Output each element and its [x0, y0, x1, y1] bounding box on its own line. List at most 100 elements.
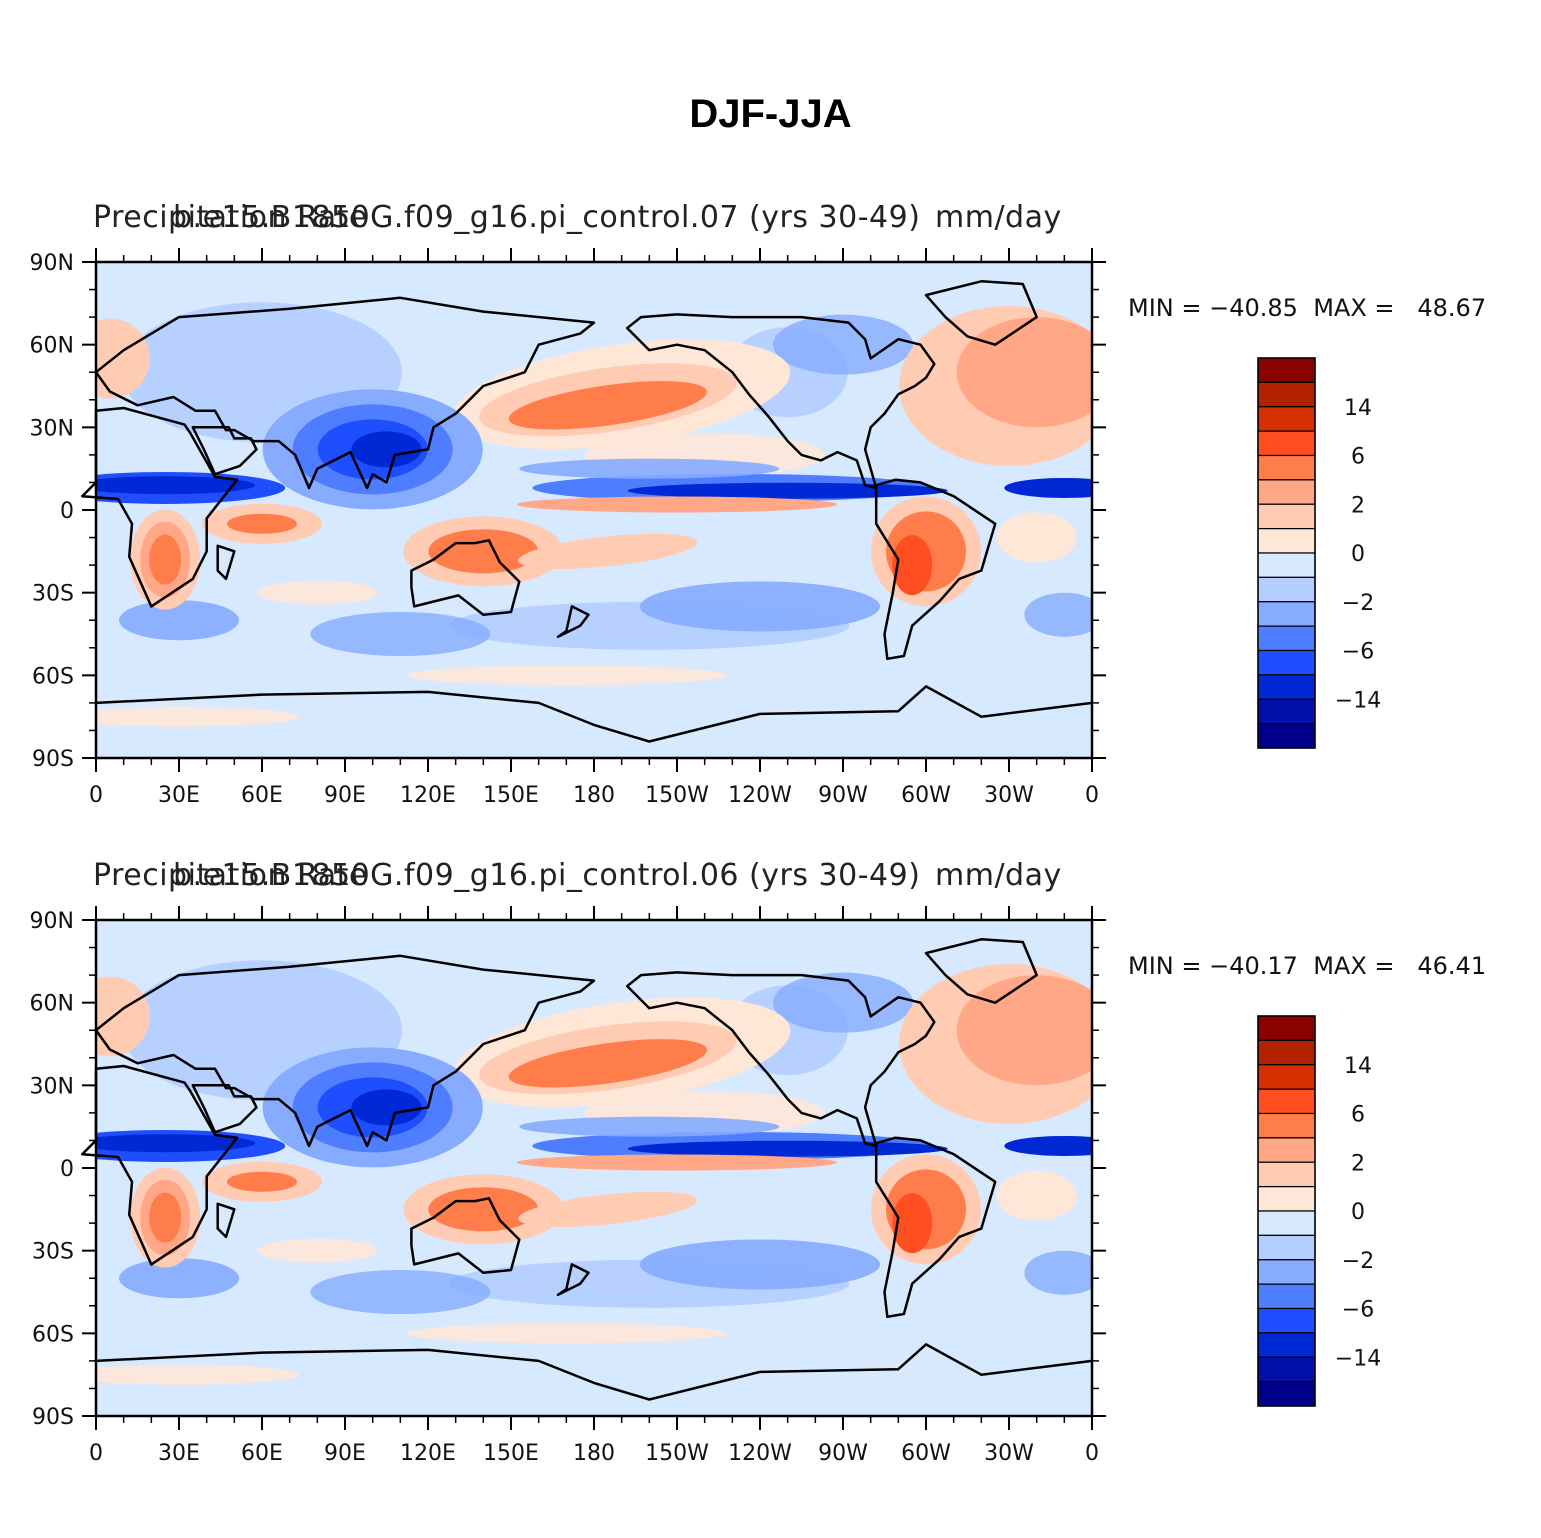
- precip-field-patch: [627, 1140, 948, 1157]
- colorbar-swatch: [1257, 1015, 1316, 1041]
- x-tick-label: 120W: [728, 783, 792, 808]
- colorbar-label: −6: [1342, 1298, 1374, 1323]
- colorbar-label: 14: [1344, 1054, 1372, 1079]
- coastline: [556, 605, 590, 639]
- colorbar-swatch: [1257, 1356, 1316, 1383]
- precip-field-patch: [508, 1039, 707, 1088]
- colorbar-swatch: [1257, 649, 1316, 676]
- precip-field-patch: [956, 317, 1092, 428]
- precip-field-patch: [996, 1170, 1077, 1221]
- colorbar-label: 6: [1351, 445, 1365, 470]
- map-plot-1: 0 30E 60E 90E 120E 150E 180 150W 120W 90W 60W 30W 09…: [30, 248, 1381, 808]
- precip-field-patch: [519, 458, 780, 479]
- colorbar-swatch: [1257, 1112, 1316, 1139]
- x-tick-label: 30E: [158, 783, 200, 808]
- precip-field-patch: [96, 1134, 256, 1153]
- y-tick-label: 0: [60, 1157, 74, 1182]
- precip-field-patch: [96, 976, 150, 1057]
- x-tick-label: 150W: [645, 783, 709, 808]
- colorbar-swatch: [1257, 357, 1316, 383]
- colorbar-label: 2: [1351, 493, 1365, 518]
- precip-field-patch: [351, 1089, 422, 1126]
- y-tick-label: 30N: [30, 416, 74, 441]
- precip-field-patch: [257, 580, 378, 605]
- x-tick-label: 30E: [158, 1441, 200, 1466]
- y-tick-label: 90N: [30, 909, 74, 934]
- precip-field-patch: [406, 665, 727, 686]
- precip-field-patch: [406, 1323, 727, 1344]
- coastline: [80, 406, 239, 608]
- precip-field-patch: [773, 972, 913, 1033]
- precip-field-patch: [956, 975, 1092, 1086]
- coastline: [924, 280, 1038, 346]
- x-tick-label: 90W: [818, 1441, 868, 1466]
- colorbar-swatch: [1257, 381, 1316, 408]
- precip-field-patch: [519, 1116, 780, 1137]
- x-tick-label: 0: [1085, 783, 1099, 808]
- precip-field-patch: [892, 535, 933, 596]
- coastline: [874, 478, 997, 661]
- colorbar-label: −14: [1335, 688, 1381, 713]
- x-tick-label: 120E: [400, 783, 456, 808]
- panel-title-left: Precipitation Rate: [93, 858, 368, 893]
- precip-field-patch: [119, 600, 239, 641]
- coastline: [556, 1263, 590, 1297]
- precip-field-patch: [96, 1364, 299, 1385]
- colorbar-swatch: [1257, 576, 1316, 603]
- colorbar-swatch: [1257, 528, 1316, 554]
- colorbar-label: −2: [1342, 1249, 1374, 1274]
- coastline: [625, 313, 936, 490]
- max-readout: MAX = 48.67: [1313, 294, 1487, 322]
- precip-field-patch: [96, 318, 150, 399]
- precip-field-patch: [149, 534, 182, 585]
- precip-field-patch: [517, 496, 837, 513]
- y-tick-label: 60S: [32, 1322, 74, 1347]
- x-tick-label: 90E: [324, 783, 366, 808]
- colorbar-swatch: [1257, 430, 1316, 457]
- x-tick-label: 60E: [241, 783, 283, 808]
- x-tick-label: 90W: [818, 783, 868, 808]
- coastline: [94, 954, 596, 1148]
- colorbar-swatch: [1257, 1307, 1316, 1334]
- precip-field-patch: [508, 381, 707, 430]
- colorbar-swatch: [1257, 1088, 1316, 1115]
- y-tick-label: 60N: [30, 334, 74, 359]
- precip-field-patch: [96, 706, 299, 727]
- colorbar-swatch: [1257, 674, 1316, 700]
- y-tick-label: 90S: [32, 747, 74, 772]
- precip-field-patch: [257, 1238, 378, 1263]
- coastline: [94, 296, 596, 490]
- precip-field-patch: [1004, 477, 1092, 498]
- colorbar-swatch: [1257, 1283, 1316, 1310]
- precip-field-patch: [310, 612, 491, 656]
- x-tick-label: 60E: [241, 1441, 283, 1466]
- map-plot-2: 0 30E 60E 90E 120E 150E 180 150W 120W 90W 60W 30W 09…: [30, 906, 1381, 1466]
- precip-field-patch: [96, 476, 256, 495]
- x-tick-label: 150W: [645, 1441, 709, 1466]
- colorbar-swatch: [1257, 1234, 1316, 1261]
- precip-field-patch: [1024, 592, 1092, 637]
- x-tick-label: 30W: [984, 1441, 1034, 1466]
- coastline: [95, 1343, 1093, 1401]
- colorbar-frame: [1257, 357, 1316, 749]
- max-readout: MAX = 46.41: [1313, 952, 1487, 980]
- x-tick-label: 0: [89, 1441, 103, 1466]
- precip-field-patch: [773, 314, 913, 375]
- x-tick-label: 180: [573, 783, 615, 808]
- min-readout: MIN = −40.17: [1128, 952, 1298, 980]
- precip-field-patch: [119, 1258, 239, 1299]
- coastline: [924, 938, 1038, 1004]
- colorbar-swatch: [1257, 698, 1316, 725]
- y-tick-label: 90N: [30, 251, 74, 276]
- colorbar-swatch: [1257, 406, 1316, 432]
- y-tick-label: 30S: [32, 1240, 74, 1265]
- y-tick-label: 90S: [32, 1405, 74, 1430]
- coastline: [191, 426, 258, 476]
- colorbar-label: −14: [1335, 1346, 1381, 1371]
- min-max-readout: MIN = −40.85 MAX = 48.67: [1128, 294, 1486, 322]
- x-tick-label: 0: [89, 783, 103, 808]
- colorbar-frame: [1257, 1015, 1316, 1407]
- precip-field-patch: [227, 513, 297, 534]
- colorbar-swatch: [1257, 1381, 1316, 1407]
- precip-field-patch: [149, 1192, 182, 1243]
